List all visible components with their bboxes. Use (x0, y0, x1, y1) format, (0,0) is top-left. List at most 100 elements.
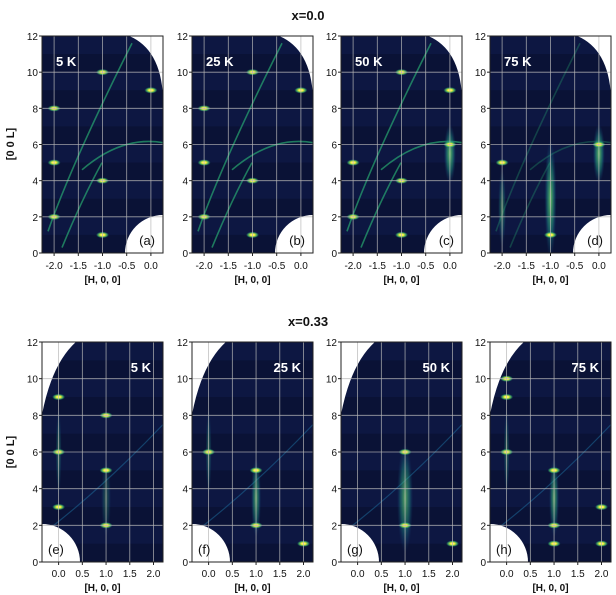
x-tick-label: 0.0 (443, 261, 457, 272)
y-tick-label: 2 (331, 521, 337, 532)
texture-band (192, 452, 313, 471)
diffuse-streak (231, 140, 313, 171)
panel-label: (h) (496, 542, 512, 557)
x-axis-label: [H, 0, 0] (532, 275, 568, 286)
y-tick-label: 4 (182, 177, 188, 188)
y-tick-label: 4 (32, 177, 38, 188)
y-tick-label: 10 (177, 68, 189, 79)
y-tick-label: 4 (480, 485, 486, 496)
coverage-mask (424, 215, 462, 253)
y-tick-label: 6 (331, 141, 337, 152)
temperature-label: 5 K (56, 54, 77, 69)
x-tick-label: -1.5 (518, 261, 536, 272)
x-tick-label: 1.5 (123, 569, 137, 580)
texture-band (192, 342, 313, 361)
x-tick-label: 0.0 (351, 569, 365, 580)
y-tick-label: 6 (331, 448, 337, 459)
y-tick-label: 6 (182, 448, 188, 459)
y-tick-label: 4 (32, 485, 38, 496)
y-tick-label: 12 (177, 32, 189, 43)
x-tick-label: -1.5 (70, 261, 88, 272)
x-axis-label: [H, 0, 0] (234, 583, 270, 594)
texture-band (42, 452, 163, 471)
y-tick-label: 0 (480, 558, 486, 569)
row-title: x=0.33 (288, 314, 328, 329)
x-axis-label: [H, 0, 0] (84, 275, 120, 286)
coverage-mask (129, 36, 163, 97)
x-tick-label: 1.0 (547, 569, 561, 580)
x-tick-label: -2.0 (45, 261, 63, 272)
coverage-mask (125, 215, 163, 253)
coverage-mask (577, 36, 611, 97)
texture-band (341, 342, 462, 361)
x-tick-label: 0.5 (225, 569, 239, 580)
y-tick-label: 4 (331, 485, 337, 496)
heatmap-panel (490, 342, 611, 562)
coverage-mask (42, 524, 80, 562)
x-tick-label: 0.5 (75, 569, 89, 580)
diffuse-streak (360, 162, 402, 248)
row-title: x=0.0 (292, 8, 325, 23)
x-tick-label: 0.0 (500, 569, 514, 580)
heatmap-panel (42, 342, 163, 562)
texture-band (490, 342, 611, 361)
x-tick-label: -2.0 (195, 261, 213, 272)
x-tick-label: 2.0 (297, 569, 311, 580)
x-tick-label: 0.0 (52, 569, 66, 580)
y-tick-label: 10 (27, 375, 39, 386)
y-tick-label: 8 (182, 411, 188, 422)
temperature-label: 25 K (274, 360, 302, 375)
x-tick-label: -1.0 (542, 261, 560, 272)
y-tick-label: 2 (32, 521, 38, 532)
y-tick-label: 4 (331, 177, 337, 188)
x-axis-label: [H, 0, 0] (234, 275, 270, 286)
y-tick-label: 12 (27, 32, 39, 43)
x-axis-label: [H, 0, 0] (383, 583, 419, 594)
y-tick-label: 12 (326, 32, 338, 43)
diffuse-streak (81, 140, 163, 171)
temperature-label: 5 K (131, 360, 152, 375)
y-tick-label: 2 (480, 521, 486, 532)
x-tick-label: -1.5 (220, 261, 238, 272)
x-tick-label: 2.0 (446, 569, 460, 580)
y-tick-label: 2 (480, 213, 486, 224)
x-axis-label: [H, 0, 0] (383, 275, 419, 286)
y-tick-label: 2 (182, 521, 188, 532)
y-tick-label: 12 (177, 338, 189, 349)
y-tick-label: 8 (331, 411, 337, 422)
coverage-mask (192, 524, 230, 562)
coverage-mask (279, 36, 313, 97)
x-axis-label: [H, 0, 0] (84, 583, 120, 594)
diffuse-streak (211, 162, 253, 248)
y-tick-label: 0 (480, 249, 486, 260)
y-tick-label: 10 (177, 375, 189, 386)
coverage-mask (428, 36, 462, 97)
temperature-label: 75 K (504, 54, 532, 69)
temperature-label: 25 K (206, 54, 234, 69)
panel-label: (b) (289, 233, 305, 248)
y-tick-label: 8 (480, 104, 486, 115)
panel-label: (c) (439, 233, 454, 248)
y-tick-label: 6 (32, 141, 38, 152)
y-axis-label: [0 0 L] (5, 435, 17, 468)
x-tick-label: -2.0 (344, 261, 362, 272)
y-tick-label: 6 (182, 141, 188, 152)
y-tick-label: 0 (331, 249, 337, 260)
x-tick-label: -1.0 (393, 261, 411, 272)
x-tick-label: -2.0 (493, 261, 511, 272)
x-axis-label: [H, 0, 0] (532, 583, 568, 594)
y-tick-label: 10 (475, 375, 487, 386)
y-tick-label: 12 (475, 32, 487, 43)
heatmap-panel (192, 36, 313, 253)
y-tick-label: 6 (480, 448, 486, 459)
y-tick-label: 10 (475, 68, 487, 79)
x-tick-label: -1.0 (244, 261, 262, 272)
coverage-mask (490, 342, 524, 415)
y-tick-label: 0 (32, 558, 38, 569)
texture-band (490, 452, 611, 471)
x-tick-label: 1.0 (398, 569, 412, 580)
y-tick-label: 6 (32, 448, 38, 459)
diffuse-streak (61, 162, 103, 248)
texture-band (341, 415, 462, 434)
